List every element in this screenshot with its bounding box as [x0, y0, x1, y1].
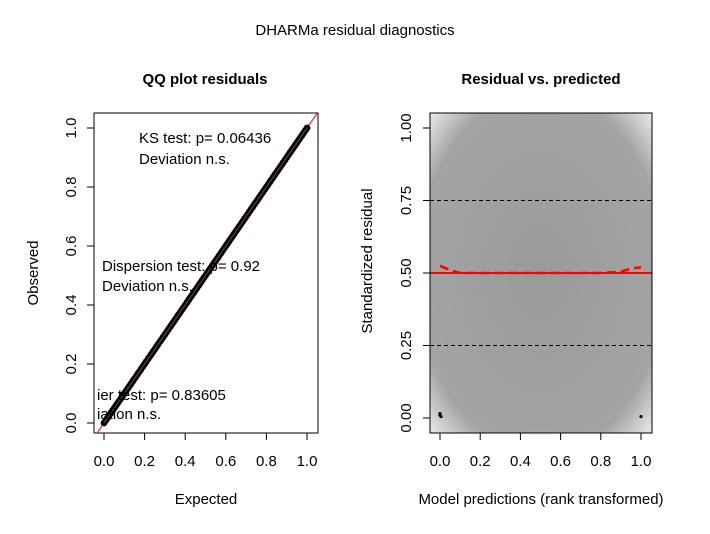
dispersion-test-line1: Dispersion test: p= 0.92 — [102, 258, 260, 275]
residual-y-tick-label: 0.00 — [398, 403, 415, 432]
qq-y-tick-label: 0.0 — [63, 413, 80, 434]
qq-x-tick-label: 0.2 — [134, 453, 155, 470]
residual-point — [439, 415, 442, 418]
residual-x-tick-label: 0.8 — [590, 453, 611, 470]
residual-y-tick-label: 0.50 — [398, 258, 415, 287]
residual-x-tick-label: 0.2 — [470, 453, 491, 470]
outlier-test-line2: iation n.s. — [97, 406, 161, 423]
residual-y-tick-label: 0.25 — [398, 331, 415, 360]
qq-point-centerline — [104, 128, 307, 423]
residual-x-tick-label: 0.0 — [430, 453, 451, 470]
residual-plot-title: Residual vs. predicted — [461, 71, 620, 88]
residual-point — [639, 415, 642, 418]
qq-y-tick-label: 0.4 — [63, 295, 80, 316]
residual-x-tick-label: 0.4 — [510, 453, 531, 470]
qq-x-tick-label: 0.4 — [175, 453, 196, 470]
residual-y-axis-label: Standardized residual — [359, 188, 376, 333]
residual-point — [438, 412, 441, 415]
qq-panel: QQ plot residuals 0.0 0.2 0.4 0.6 0.8 1.0 0.0 0… — [25, 71, 327, 508]
qq-x-tick-label: 1.0 — [297, 453, 318, 470]
residual-y-tick-label: 0.75 — [398, 186, 415, 215]
qq-y-axis-label: Observed — [25, 240, 42, 305]
qq-plot-title: QQ plot residuals — [142, 71, 267, 88]
qq-y-tick-label: 0.2 — [63, 354, 80, 375]
qq-y-tick-label: 0.8 — [63, 177, 80, 198]
qq-x-tick-label: 0.6 — [215, 453, 236, 470]
qq-x-tick-label: 0.0 — [94, 453, 115, 470]
residual-x-axis-label: Model predictions (rank transformed) — [418, 491, 663, 508]
residual-x-tick-label: 1.0 — [631, 453, 652, 470]
ks-test-line2: Deviation n.s. — [139, 151, 230, 168]
figure-title: DHARMa residual diagnostics — [255, 22, 454, 39]
qq-x-tick-label: 0.8 — [256, 453, 277, 470]
qq-y-tick-label: 0.6 — [63, 236, 80, 257]
qq-x-axis-label: Expected — [175, 491, 238, 508]
residual-y-tick-label: 1.00 — [398, 113, 415, 142]
residual-panel: Residual vs. predicted 0.0 0.2 0.4 0.6 0.8 1.… — [359, 71, 664, 508]
ks-test-line1: KS test: p= 0.06436 — [139, 130, 271, 147]
qq-y-tick-label: 1.0 — [63, 118, 80, 139]
residual-x-tick-label: 0.6 — [550, 453, 571, 470]
outlier-test-line1: ier test: p= 0.83605 — [97, 387, 226, 404]
dispersion-test-line2: Deviation n.s. — [102, 278, 193, 295]
